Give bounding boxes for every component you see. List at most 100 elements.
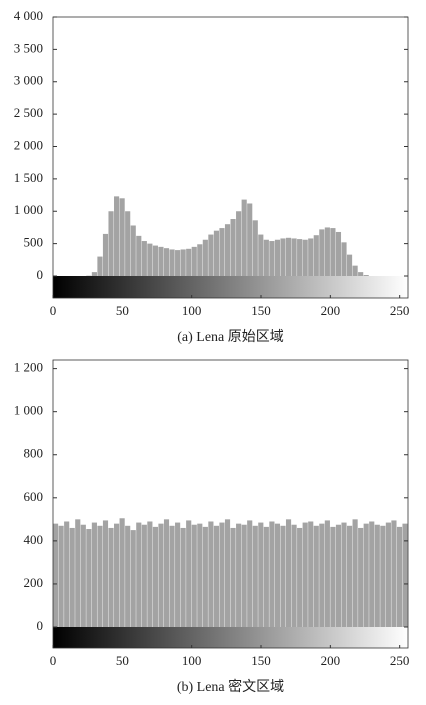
bar	[269, 521, 275, 627]
bar	[197, 244, 203, 276]
y-tick-label: 2 500	[14, 105, 43, 120]
caption: (a) Lena 原始区域	[177, 329, 284, 345]
x-tick-label: 100	[182, 653, 202, 668]
y-tick-label: 3 500	[14, 40, 43, 55]
bar	[263, 239, 269, 276]
bar	[285, 519, 292, 627]
y-tick-label: 400	[24, 532, 44, 547]
bar	[224, 519, 231, 627]
bar	[97, 525, 103, 627]
bar	[191, 246, 197, 276]
bar	[75, 519, 81, 627]
bar	[175, 250, 181, 276]
bar	[97, 256, 103, 276]
bar	[186, 520, 192, 627]
bar	[141, 241, 147, 276]
y-tick-label: 1 000	[14, 202, 43, 217]
bar	[91, 522, 97, 627]
bar	[263, 526, 269, 627]
bar	[125, 525, 131, 627]
bar	[258, 522, 264, 627]
colorbar	[53, 627, 408, 648]
bar	[114, 523, 120, 627]
bar	[236, 523, 242, 627]
bar	[363, 275, 369, 276]
bar	[102, 233, 109, 276]
x-tick-label: 250	[390, 303, 410, 318]
bar	[152, 245, 158, 276]
bar	[241, 524, 247, 627]
bar	[169, 525, 175, 627]
y-tick-label: 500	[24, 235, 44, 250]
bar	[119, 518, 125, 627]
bar	[319, 229, 325, 276]
bar	[119, 198, 125, 276]
bar	[247, 203, 253, 276]
y-tick-label: 0	[37, 267, 44, 282]
bar	[197, 523, 203, 627]
caption: (b) Lena 密文区域	[177, 678, 284, 695]
x-tick-label: 50	[116, 303, 129, 318]
x-tick-label: 250	[390, 653, 410, 668]
y-tick-label: 1 200	[14, 360, 43, 375]
bar	[285, 237, 292, 276]
bar	[358, 527, 364, 627]
bar	[313, 235, 319, 276]
y-tick-label: 0	[37, 618, 44, 633]
bar	[208, 234, 214, 276]
bar	[219, 228, 225, 276]
bar	[319, 523, 325, 627]
bar	[236, 211, 242, 276]
bar	[346, 525, 353, 627]
y-tick-label: 200	[24, 575, 44, 590]
bar	[86, 529, 92, 627]
bar	[114, 196, 120, 276]
y-tick-label: 800	[24, 446, 44, 461]
x-tick-label: 150	[251, 653, 271, 668]
bar	[213, 525, 220, 627]
bar	[297, 239, 303, 276]
bar	[291, 524, 297, 627]
x-tick-label: 200	[321, 303, 341, 318]
bar	[335, 231, 342, 276]
bar	[158, 246, 164, 276]
bar	[213, 230, 220, 276]
x-tick-label: 0	[50, 303, 57, 318]
bar	[169, 249, 175, 276]
x-tick-label: 200	[321, 653, 341, 668]
bar	[324, 520, 330, 627]
bar	[252, 220, 258, 276]
plot-frame	[52, 359, 409, 649]
bar	[158, 523, 164, 627]
colorbar	[53, 276, 408, 298]
bar	[335, 524, 342, 627]
bar	[136, 522, 142, 627]
bar	[247, 520, 253, 627]
bar	[396, 526, 403, 627]
plot-frame	[52, 16, 409, 299]
x-tick-label: 150	[251, 303, 271, 318]
bar	[363, 523, 369, 627]
bar	[186, 248, 192, 276]
bar	[341, 522, 347, 627]
y-tick-label: 1 500	[14, 170, 43, 185]
bar	[297, 527, 303, 627]
bar	[352, 265, 358, 276]
bar	[69, 527, 75, 627]
y-tick-label: 600	[24, 489, 44, 504]
bar	[308, 238, 314, 276]
bar	[313, 525, 319, 627]
bar	[391, 520, 397, 627]
bar	[252, 525, 258, 627]
bar	[64, 521, 70, 627]
bar	[230, 527, 236, 627]
bar	[341, 242, 347, 276]
bar	[385, 522, 391, 627]
bar	[108, 527, 114, 627]
y-tick-label: 3 000	[14, 73, 43, 88]
bar	[191, 524, 197, 627]
y-tick-label: 2 000	[14, 137, 43, 152]
bar	[230, 219, 236, 276]
bar	[219, 522, 225, 627]
